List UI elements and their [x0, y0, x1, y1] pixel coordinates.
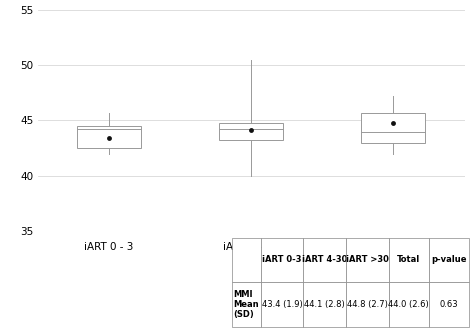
Bar [77, 126, 141, 148]
Bar [219, 123, 283, 140]
Bar [361, 113, 425, 143]
